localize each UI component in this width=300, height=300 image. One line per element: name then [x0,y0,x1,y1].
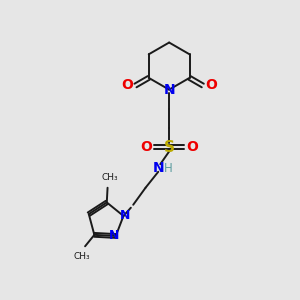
Text: H: H [164,162,173,175]
Text: S: S [164,140,175,154]
Text: O: O [187,140,198,154]
Text: O: O [205,78,217,92]
Text: CH₃: CH₃ [73,252,90,261]
Text: CH₃: CH₃ [102,173,118,182]
Text: O: O [140,140,152,154]
Text: O: O [121,78,133,92]
Text: N: N [120,209,130,222]
Text: N: N [163,82,175,97]
Text: N: N [109,230,119,242]
Text: N: N [153,161,165,175]
